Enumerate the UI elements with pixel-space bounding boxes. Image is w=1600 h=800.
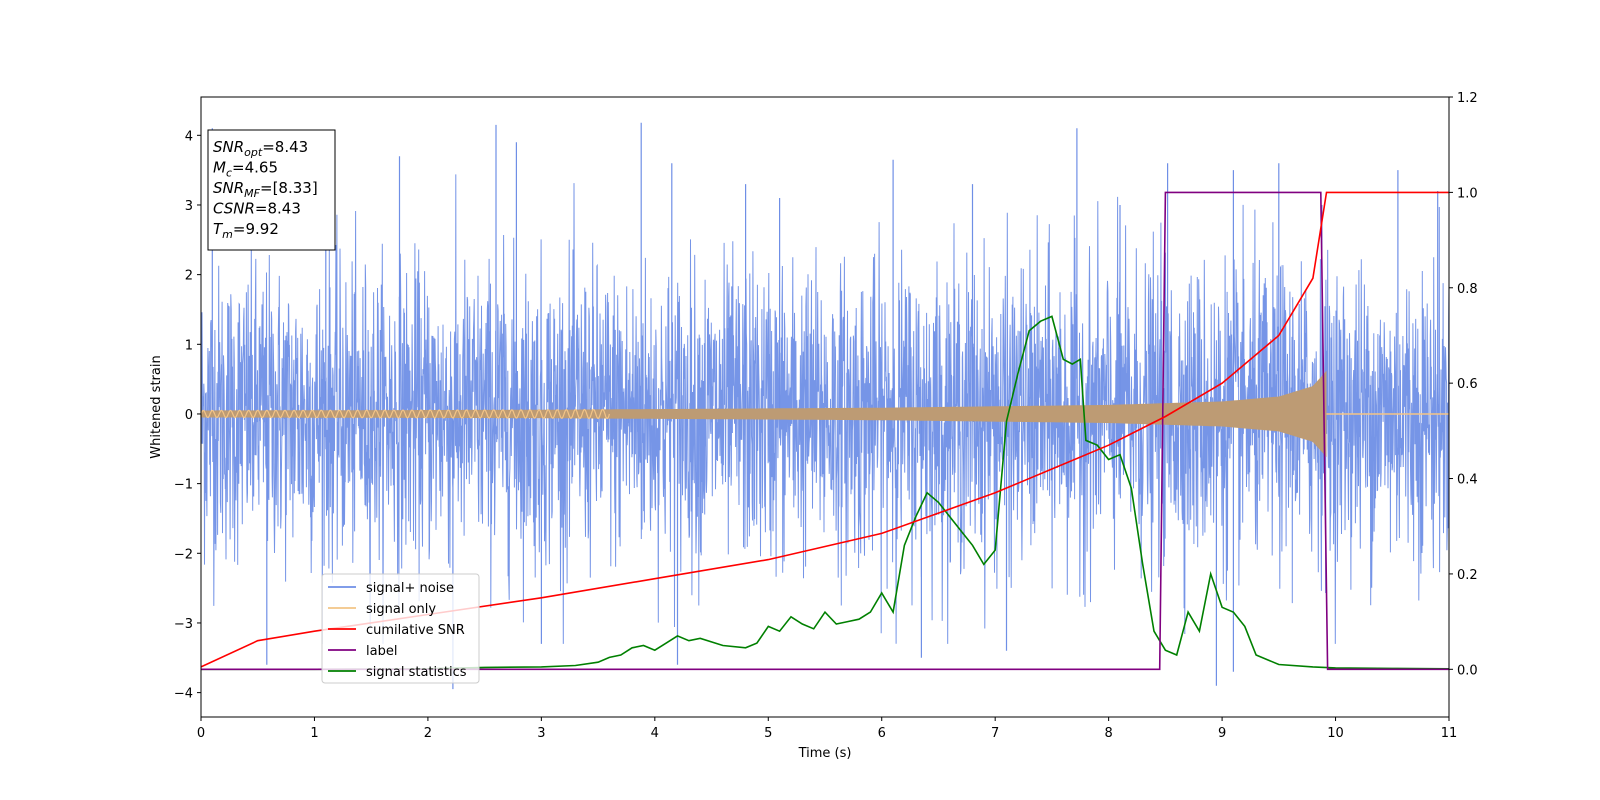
- y-right-tick-label: 0.2: [1457, 568, 1478, 583]
- y-axis-left: −4 −3 −2 −1 0 1 2 3 4: [174, 129, 201, 702]
- legend-label: label: [366, 644, 397, 659]
- y-right-tick-label: 1.2: [1457, 91, 1478, 106]
- legend-label: signal only: [366, 602, 436, 617]
- legend-frame: [321, 573, 480, 684]
- x-tick-label: 0: [197, 726, 205, 741]
- x-tick-label: 1: [310, 726, 318, 741]
- x-axis-label: Time (s): [798, 746, 852, 761]
- annotation-line: SNRMF=[8.33]: [213, 179, 318, 200]
- y-right-tick-label: 0.6: [1457, 377, 1478, 392]
- y-left-tick-label: −2: [174, 547, 193, 562]
- y-right-tick-label: 0.4: [1457, 473, 1478, 488]
- legend-label: cumilative SNR: [366, 623, 465, 638]
- x-tick-label: 7: [991, 726, 999, 741]
- y-axis-right: 0.0 0.2 0.4 0.6 0.8 1.0 1.2: [1449, 91, 1478, 678]
- legend: signal+ noise signal only cumilative SNR la…: [321, 573, 480, 684]
- x-tick-label: 4: [651, 726, 659, 741]
- signal-noise-line: [201, 174, 1449, 644]
- y-right-tick-label: 0.0: [1457, 663, 1478, 678]
- y-left-tick-label: 0: [185, 408, 193, 423]
- series-signal-statistics: [201, 315, 1449, 671]
- signal-only-oscillation: [201, 408, 610, 420]
- x-tick-label: 10: [1327, 726, 1344, 741]
- x-tick-label: 6: [878, 726, 886, 741]
- legend-label: signal+ noise: [366, 581, 454, 596]
- annotation-line: SNRopt=8.43: [213, 138, 308, 159]
- x-axis: 0 1 2 3 4 5 6 7 8 9 10 11: [197, 717, 1457, 741]
- y-left-tick-label: 4: [185, 129, 193, 144]
- annotation-line: Tm=9.92: [213, 220, 279, 241]
- legend-label: signal statistics: [366, 665, 467, 680]
- x-tick-label: 2: [424, 726, 432, 741]
- y-left-tick-label: −3: [174, 617, 193, 632]
- x-tick-label: 5: [764, 726, 772, 741]
- y-axis-label: Whitened strain: [149, 355, 164, 458]
- y-right-tick-label: 0.8: [1457, 282, 1478, 297]
- y-left-tick-label: 3: [185, 199, 193, 214]
- annotation-line: Mc=4.65: [213, 159, 278, 180]
- series-label: [201, 191, 1449, 671]
- y-left-tick-label: 1: [185, 338, 193, 353]
- x-tick-label: 9: [1218, 726, 1226, 741]
- x-tick-label: 3: [537, 726, 545, 741]
- annotation-frame: [207, 129, 336, 251]
- y-left-tick-label: −1: [174, 478, 193, 493]
- annotation-line: CSNR=8.43: [213, 200, 301, 218]
- plot-frame: [200, 96, 1450, 718]
- y-left-tick-label: 2: [185, 269, 193, 284]
- y-left-tick-label: −4: [174, 687, 193, 702]
- y-right-tick-label: 1.0: [1457, 186, 1478, 201]
- x-tick-label: 11: [1441, 726, 1458, 741]
- x-tick-label: 8: [1104, 726, 1112, 741]
- signal-only-envelope: [201, 370, 1327, 458]
- signal-only-series: [201, 370, 1449, 458]
